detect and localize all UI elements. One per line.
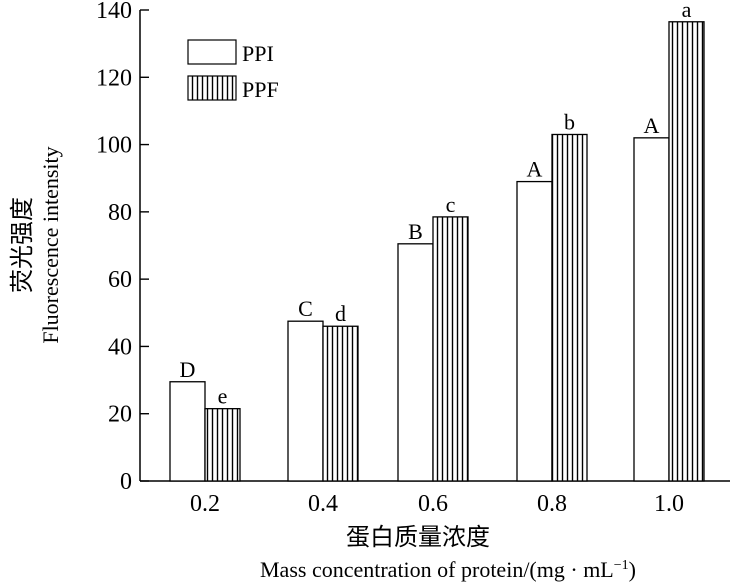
bar-ppi-0.8 bbox=[516, 180, 553, 482]
y-tick-label: 20 bbox=[108, 402, 132, 428]
x-axis-title-en: Mass concentration of protein/(mg · mL−1… bbox=[260, 557, 636, 582]
x-axis-title-en-end: ) bbox=[629, 557, 636, 582]
bars: D C B A Ae d c b a bbox=[169, 0, 705, 482]
y-axis-title-en: Fluorescence intensity bbox=[38, 146, 63, 343]
bar-ppf-0.8 bbox=[551, 133, 588, 482]
bar-ppi-0.4 bbox=[287, 320, 324, 482]
x-tick-label: 0.6 bbox=[418, 491, 448, 517]
significance-label-ppf: d bbox=[335, 301, 346, 326]
legend-label-ppi: PPI bbox=[242, 41, 274, 66]
y-tick-label: 0 bbox=[120, 469, 132, 495]
x-tick-label: 0.4 bbox=[308, 491, 338, 517]
y-tick-label: 140 bbox=[96, 0, 132, 24]
x-tick-label: 1.0 bbox=[654, 491, 684, 517]
y-ticks: 0 20 40 60 80 100 120 140 bbox=[96, 0, 149, 495]
x-axis-title-en-main: Mass concentration of protein/(mg · mL bbox=[260, 557, 614, 582]
bar-ppi-0.6 bbox=[397, 243, 434, 482]
significance-label-ppi: D bbox=[180, 357, 196, 382]
legend-swatch-ppi bbox=[187, 39, 237, 65]
y-axis-title-cn: 荧光强度 bbox=[9, 197, 36, 293]
bar-ppi-1.0 bbox=[633, 137, 670, 482]
significance-label-ppf: c bbox=[446, 192, 456, 217]
x-tick-label: 0.8 bbox=[537, 491, 567, 517]
y-tick-label: 40 bbox=[108, 334, 132, 360]
y-tick-label: 120 bbox=[96, 65, 132, 91]
y-tick-label: 100 bbox=[96, 133, 132, 159]
legend-swatch-ppf bbox=[187, 75, 237, 101]
significance-label-ppi: A bbox=[644, 113, 660, 138]
y-tick-label: 80 bbox=[108, 200, 132, 226]
y-tick-label: 60 bbox=[108, 267, 132, 293]
bar-ppf-0.2 bbox=[204, 408, 241, 482]
bar-ppf-1.0 bbox=[668, 21, 705, 482]
x-axis-title-en-sup: −1 bbox=[614, 558, 629, 573]
significance-label-ppf: b bbox=[564, 109, 575, 134]
significance-label-ppf: a bbox=[682, 0, 692, 22]
legend: PPI PPF bbox=[187, 39, 279, 102]
significance-label-ppf: e bbox=[218, 384, 228, 409]
bar-ppf-0.6 bbox=[432, 216, 469, 482]
x-tick-label: 0.2 bbox=[190, 491, 220, 517]
significance-label-ppi: A bbox=[527, 157, 543, 182]
x-axis-title-cn: 蛋白质量浓度 bbox=[346, 524, 490, 551]
bar-ppf-0.4 bbox=[322, 325, 359, 482]
significance-label-ppi: B bbox=[408, 219, 423, 244]
legend-label-ppf: PPF bbox=[242, 77, 279, 102]
bar-ppi-0.2 bbox=[169, 381, 206, 482]
significance-label-ppi: C bbox=[298, 296, 313, 321]
